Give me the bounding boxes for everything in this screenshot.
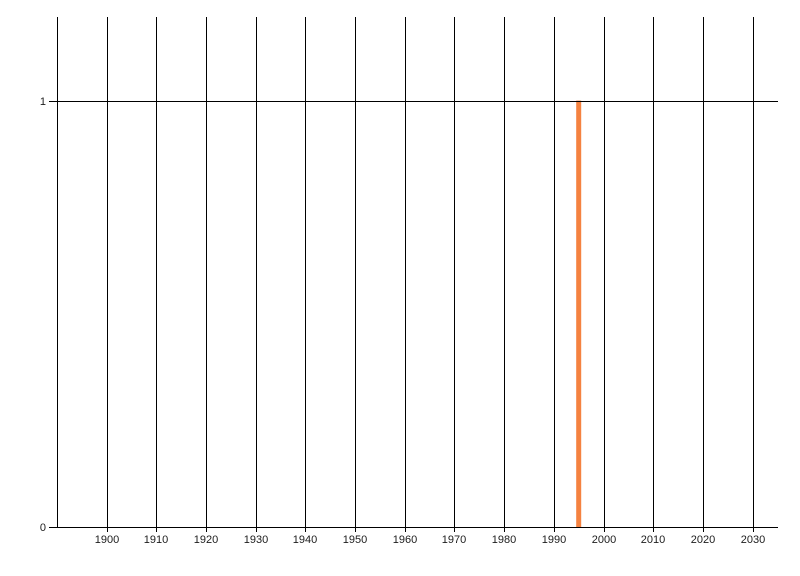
y-tick-label: 1 [40, 96, 46, 108]
x-tick-label: 2020 [691, 534, 715, 546]
x-tick-label: 1970 [442, 534, 466, 546]
x-tick-label: 2000 [592, 534, 616, 546]
x-tick-label: 1930 [244, 534, 268, 546]
x-tick-label: 1910 [144, 534, 168, 546]
x-tick-label: 2030 [741, 534, 765, 546]
y-tick-label: 0 [40, 522, 46, 534]
x-tick-label: 1940 [293, 534, 317, 546]
x-tick-label: 1920 [194, 534, 218, 546]
x-tick-label: 1990 [542, 534, 566, 546]
x-tick-label: 1950 [343, 534, 367, 546]
bar-1995 [576, 100, 582, 527]
x-tick-label: 2010 [641, 534, 665, 546]
x-tick-label: 1960 [393, 534, 417, 546]
x-tick-label: 1980 [492, 534, 516, 546]
x-tick-label: 1900 [95, 534, 119, 546]
